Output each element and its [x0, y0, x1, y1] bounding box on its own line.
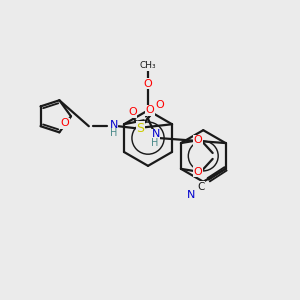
Text: N: N — [110, 120, 118, 130]
Text: O: O — [194, 135, 202, 145]
Text: H: H — [110, 128, 117, 138]
Text: O: O — [155, 100, 164, 110]
Text: N: N — [187, 190, 195, 200]
Text: S: S — [136, 122, 144, 135]
Text: O: O — [61, 118, 70, 128]
Text: O: O — [146, 105, 154, 116]
Text: C: C — [197, 182, 205, 192]
Text: O: O — [194, 167, 202, 177]
Text: CH₃: CH₃ — [140, 61, 156, 70]
Text: O: O — [128, 107, 137, 117]
Text: H: H — [151, 138, 158, 148]
Text: N: N — [152, 129, 160, 139]
Text: O: O — [144, 79, 152, 88]
